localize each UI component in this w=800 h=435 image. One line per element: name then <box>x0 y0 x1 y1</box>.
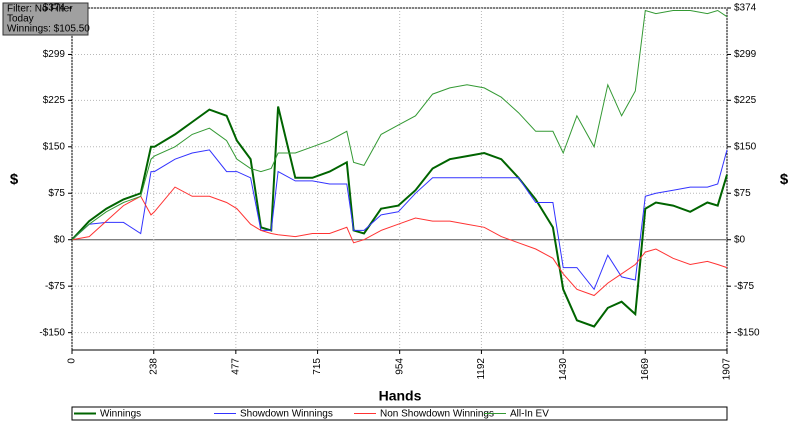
y-axis-label: $ <box>10 171 19 188</box>
legend-label: Winnings <box>100 409 141 420</box>
y2-tick-label: $225 <box>734 95 757 106</box>
x-tick-label: 477 <box>230 358 241 375</box>
y-tick-label: $75 <box>48 188 65 199</box>
info-period: Today <box>7 14 34 25</box>
series-line <box>71 9 728 241</box>
x-tick-label: 1669 <box>640 358 651 381</box>
series-line <box>71 186 728 297</box>
info-winnings: Winnings: $105.50 <box>7 24 90 35</box>
y-tick-label: $0 <box>54 234 66 245</box>
series-line <box>71 106 728 328</box>
legend-label: Showdown Winnings <box>240 409 333 420</box>
x-axis-label: Hands <box>379 388 422 404</box>
y2-tick-label: $299 <box>734 49 757 60</box>
legend <box>71 406 728 421</box>
y-tick-label: $150 <box>43 141 66 152</box>
y-tick-label: $225 <box>43 95 66 106</box>
x-tick-label: 238 <box>148 358 159 375</box>
x-tick-label: 1192 <box>476 358 487 380</box>
legend-label: Non Showdown Winnings <box>380 409 494 420</box>
y-tick-label: -$75 <box>45 281 65 292</box>
x-tick-label: 1430 <box>558 358 569 381</box>
y2-tick-label: -$75 <box>734 281 754 292</box>
y2-axis-label: $ <box>780 171 789 188</box>
x-tick-label: 715 <box>312 358 323 375</box>
info-box <box>2 2 89 36</box>
y2-tick-label: $150 <box>734 141 757 152</box>
y-tick-label: $299 <box>43 49 66 60</box>
series-line <box>71 149 728 291</box>
y-tick-label: -$150 <box>39 327 65 338</box>
y2-tick-label: -$150 <box>734 327 760 338</box>
x-tick-label: 0 <box>67 358 78 364</box>
y-tick-label: $374 <box>43 3 66 14</box>
info-filter: Filter: No Filter <box>7 4 73 15</box>
legend-label: All-In EV <box>510 409 549 420</box>
y2-tick-label: $0 <box>734 234 746 245</box>
x-tick-label: 954 <box>394 358 405 375</box>
y2-tick-label: $374 <box>734 3 757 14</box>
y2-tick-label: $75 <box>734 188 751 199</box>
x-tick-label: 1907 <box>722 358 733 381</box>
